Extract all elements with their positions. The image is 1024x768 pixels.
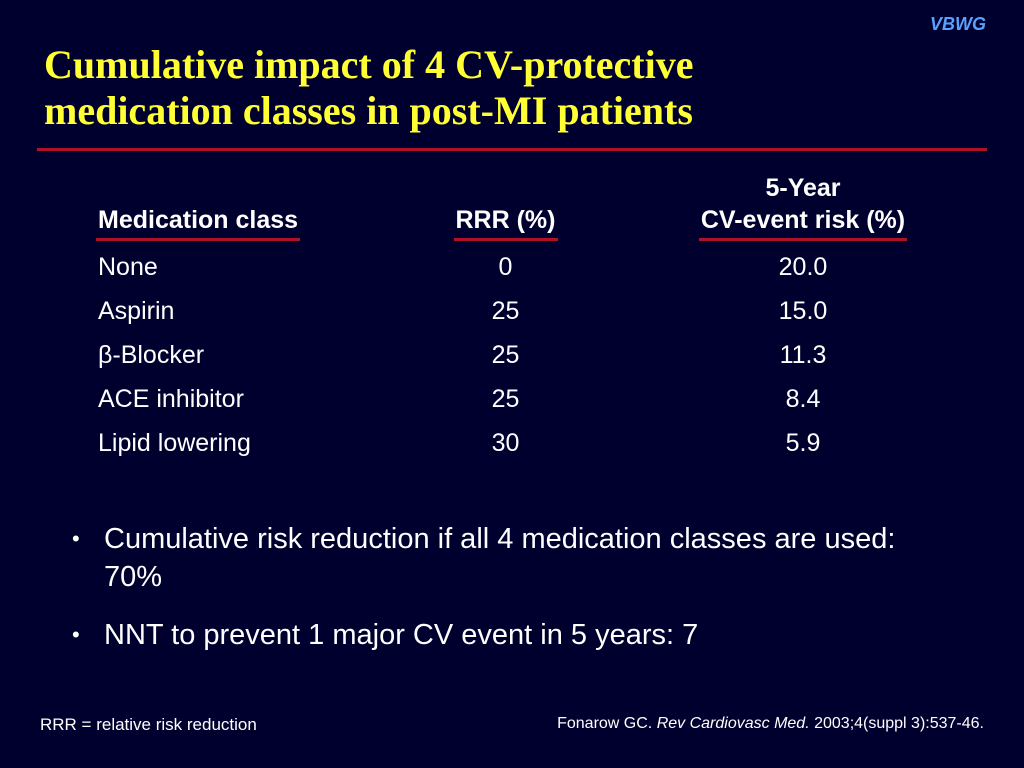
header-medication-class: Medication class [90, 172, 398, 245]
header-risk-line-1: 5-Year [765, 174, 841, 202]
cell-risk: 20.0 [778, 253, 828, 281]
table-row: Aspirin 25 15.0 [90, 289, 993, 333]
citation-details: 2003;4(suppl 3):537-46. [814, 715, 984, 732]
table-row: None 0 20.0 [90, 245, 993, 289]
brand-logo-text: VBWG [930, 14, 986, 34]
title-divider [37, 148, 987, 151]
abbreviation-footnote: RRR = relative risk reduction [40, 715, 257, 734]
cell-risk: 11.3 [779, 341, 827, 369]
cell-risk: 5.9 [785, 429, 821, 457]
bullet-item: • NNT to prevent 1 major CV event in 5 y… [72, 616, 912, 654]
cell-medication: None [98, 253, 158, 281]
slide-title: Cumulative impact of 4 CV-protective med… [44, 42, 944, 134]
table-header-row: Medication class RRR (%) 5-Year CV-event… [90, 172, 993, 245]
citation-journal: Rev Cardiovasc Med. [656, 715, 810, 732]
bullet-text: Cumulative risk reduction if all 4 medic… [104, 523, 896, 593]
title-line-1: Cumulative impact of 4 CV-protective [44, 42, 694, 87]
citation: Fonarow GC. Rev Cardiovasc Med. 2003;4(s… [557, 715, 984, 733]
citation-author: Fonarow GC. [557, 715, 653, 732]
header-rrr: RRR (%) [398, 172, 613, 245]
table-row: Lipid lowering 30 5.9 [90, 421, 993, 465]
cell-rrr: 30 [491, 429, 520, 457]
bullet-text: NNT to prevent 1 major CV event in 5 yea… [104, 619, 699, 651]
cell-medication: Aspirin [98, 297, 175, 325]
cell-rrr: 25 [491, 297, 520, 325]
cell-rrr: 25 [491, 385, 520, 413]
header-risk: 5-Year CV-event risk (%) [613, 172, 993, 245]
bullet-dot-icon: • [72, 526, 80, 551]
cell-medication: β-Blocker [98, 341, 205, 369]
table-row: β-Blocker 25 11.3 [90, 333, 993, 377]
table-row: ACE inhibitor 25 8.4 [90, 377, 993, 421]
cell-rrr: 25 [491, 341, 520, 369]
title-line-2: medication classes in post-MI patients [44, 88, 693, 133]
bullet-list: • Cumulative risk reduction if all 4 med… [72, 520, 912, 674]
bullet-item: • Cumulative risk reduction if all 4 med… [72, 520, 912, 596]
header-risk-line-2: CV-event risk (%) [698, 204, 908, 241]
cell-medication: Lipid lowering [98, 429, 251, 457]
bullet-dot-icon: • [72, 622, 80, 647]
cell-risk: 8.4 [785, 385, 821, 413]
cell-risk: 15.0 [778, 297, 828, 325]
cell-rrr: 0 [498, 253, 513, 281]
cell-medication: ACE inhibitor [98, 385, 244, 413]
medication-table: Medication class RRR (%) 5-Year CV-event… [90, 172, 993, 465]
